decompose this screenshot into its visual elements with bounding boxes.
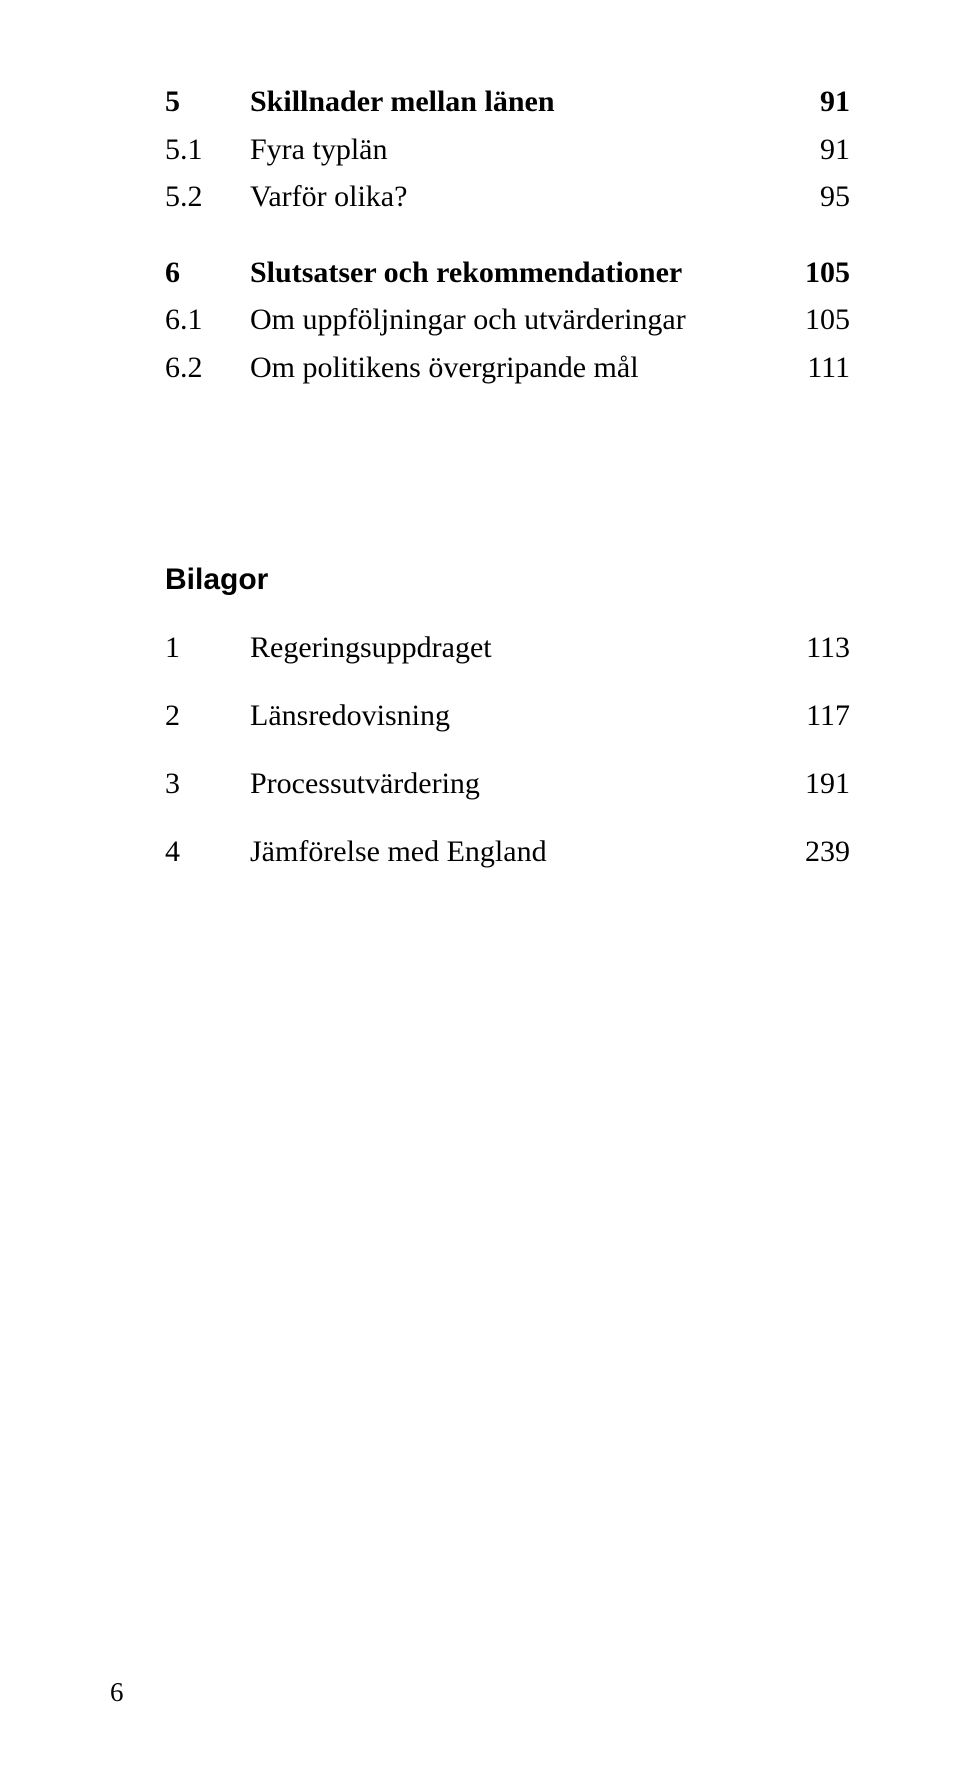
toc-page: 105	[780, 251, 850, 295]
page-number: 6	[110, 1677, 124, 1708]
toc-page: 95	[780, 175, 850, 219]
toc-page: 91	[780, 128, 850, 172]
bilagor-item-4: 4 Jämförelse med England 239	[165, 835, 850, 869]
toc-page: 105	[780, 298, 850, 342]
bilagor-page: 117	[780, 699, 850, 733]
toc-page: 111	[780, 346, 850, 390]
toc-title: Skillnader mellan länen	[250, 80, 780, 124]
spacer	[165, 393, 850, 563]
toc-title: Slutsatser och rekommendationer	[250, 251, 780, 295]
toc-item-5-1: 5.1 Fyra typlän 91	[165, 128, 850, 172]
bilagor-title: Regeringsuppdraget	[250, 631, 780, 665]
bilagor-title: Processutvärdering	[250, 767, 780, 801]
toc-item-6-2: 6.2 Om politikens övergripande mål 111	[165, 346, 850, 390]
bilagor-page: 113	[780, 631, 850, 665]
toc-num: 5.1	[165, 128, 250, 172]
bilagor-title: Jämförelse med England	[250, 835, 780, 869]
bilagor-item-1: 1 Regeringsuppdraget 113	[165, 631, 850, 665]
bilagor-page: 191	[780, 767, 850, 801]
toc-num: 5	[165, 80, 250, 124]
toc-num: 6.1	[165, 298, 250, 342]
bilagor-title: Länsredovisning	[250, 699, 780, 733]
bilagor-item-2: 2 Länsredovisning 117	[165, 699, 850, 733]
bilagor-num: 1	[165, 631, 250, 665]
bilagor-heading: Bilagor	[165, 563, 850, 597]
toc-section-5: 5 Skillnader mellan länen 91	[165, 80, 850, 124]
document-page: 5 Skillnader mellan länen 91 5.1 Fyra ty…	[0, 0, 960, 1770]
toc-num: 6.2	[165, 346, 250, 390]
bilagor-num: 3	[165, 767, 250, 801]
bilagor-num: 4	[165, 835, 250, 869]
toc-num: 6	[165, 251, 250, 295]
bilagor-num: 2	[165, 699, 250, 733]
toc-item-5-2: 5.2 Varför olika? 95	[165, 175, 850, 219]
toc-page: 91	[780, 80, 850, 124]
toc-title: Om politikens övergripande mål	[250, 346, 780, 390]
toc-item-6-1: 6.1 Om uppföljningar och utvärderingar 1…	[165, 298, 850, 342]
toc-num: 5.2	[165, 175, 250, 219]
bilagor-page: 239	[780, 835, 850, 869]
toc-section-6: 6 Slutsatser och rekommendationer 105	[165, 251, 850, 295]
bilagor-item-3: 3 Processutvärdering 191	[165, 767, 850, 801]
toc-title: Fyra typlän	[250, 128, 780, 172]
toc-title: Varför olika?	[250, 175, 780, 219]
spacer	[165, 223, 850, 251]
toc-title: Om uppföljningar och utvärderingar	[250, 298, 780, 342]
